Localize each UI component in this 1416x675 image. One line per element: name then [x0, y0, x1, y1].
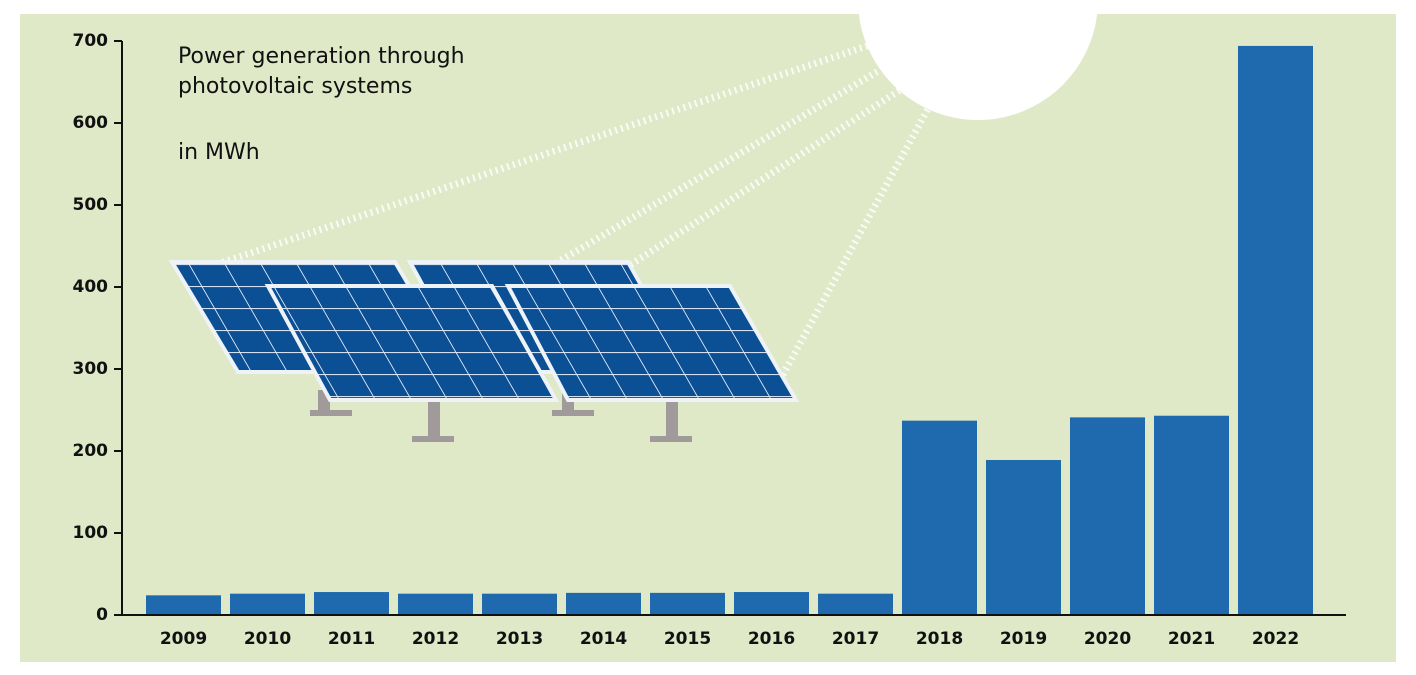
bar [986, 460, 1061, 615]
chart-title: Power generation through photovoltaic sy… [178, 44, 465, 99]
x-tick-label: 2012 [412, 629, 459, 649]
x-tick-label: 2016 [748, 629, 795, 649]
bar [314, 592, 389, 615]
y-tick-label: 700 [73, 31, 109, 51]
bar [1070, 417, 1145, 615]
y-tick-label: 500 [73, 195, 109, 215]
x-tick-label: 2011 [328, 629, 375, 649]
sun [858, 0, 1098, 120]
bar [146, 595, 221, 615]
x-tick-label: 2021 [1168, 629, 1215, 649]
x-tick-label: 2014 [580, 629, 627, 649]
x-tick-label: 2022 [1252, 629, 1299, 649]
chart-subtitle: in MWh [178, 140, 260, 165]
x-tick-label: 2018 [916, 629, 963, 649]
x-tick-label: 2009 [160, 629, 207, 649]
bar [1238, 45, 1313, 616]
solar-panels [168, 260, 800, 442]
y-tick-label: 300 [73, 359, 109, 379]
bar [230, 593, 305, 615]
x-tick-label: 2010 [244, 629, 291, 649]
y-tick-label: 100 [73, 523, 109, 543]
y-tick-label: 200 [73, 441, 109, 461]
bar [902, 420, 977, 615]
y-tick-label: 600 [73, 113, 109, 133]
x-tick-label: 2013 [496, 629, 543, 649]
bar [566, 592, 641, 615]
bar [818, 593, 893, 615]
x-tick-label: 2019 [1000, 629, 1047, 649]
y-tick-label: 0 [96, 605, 108, 625]
bar [398, 593, 473, 615]
bar [650, 592, 725, 615]
bar [1154, 415, 1229, 615]
x-tick-label: 2015 [664, 629, 711, 649]
bar [482, 593, 557, 615]
x-tick-label: 2017 [832, 629, 879, 649]
bar [734, 592, 809, 615]
x-tick-label: 2020 [1084, 629, 1131, 649]
y-tick-label: 400 [73, 277, 109, 297]
